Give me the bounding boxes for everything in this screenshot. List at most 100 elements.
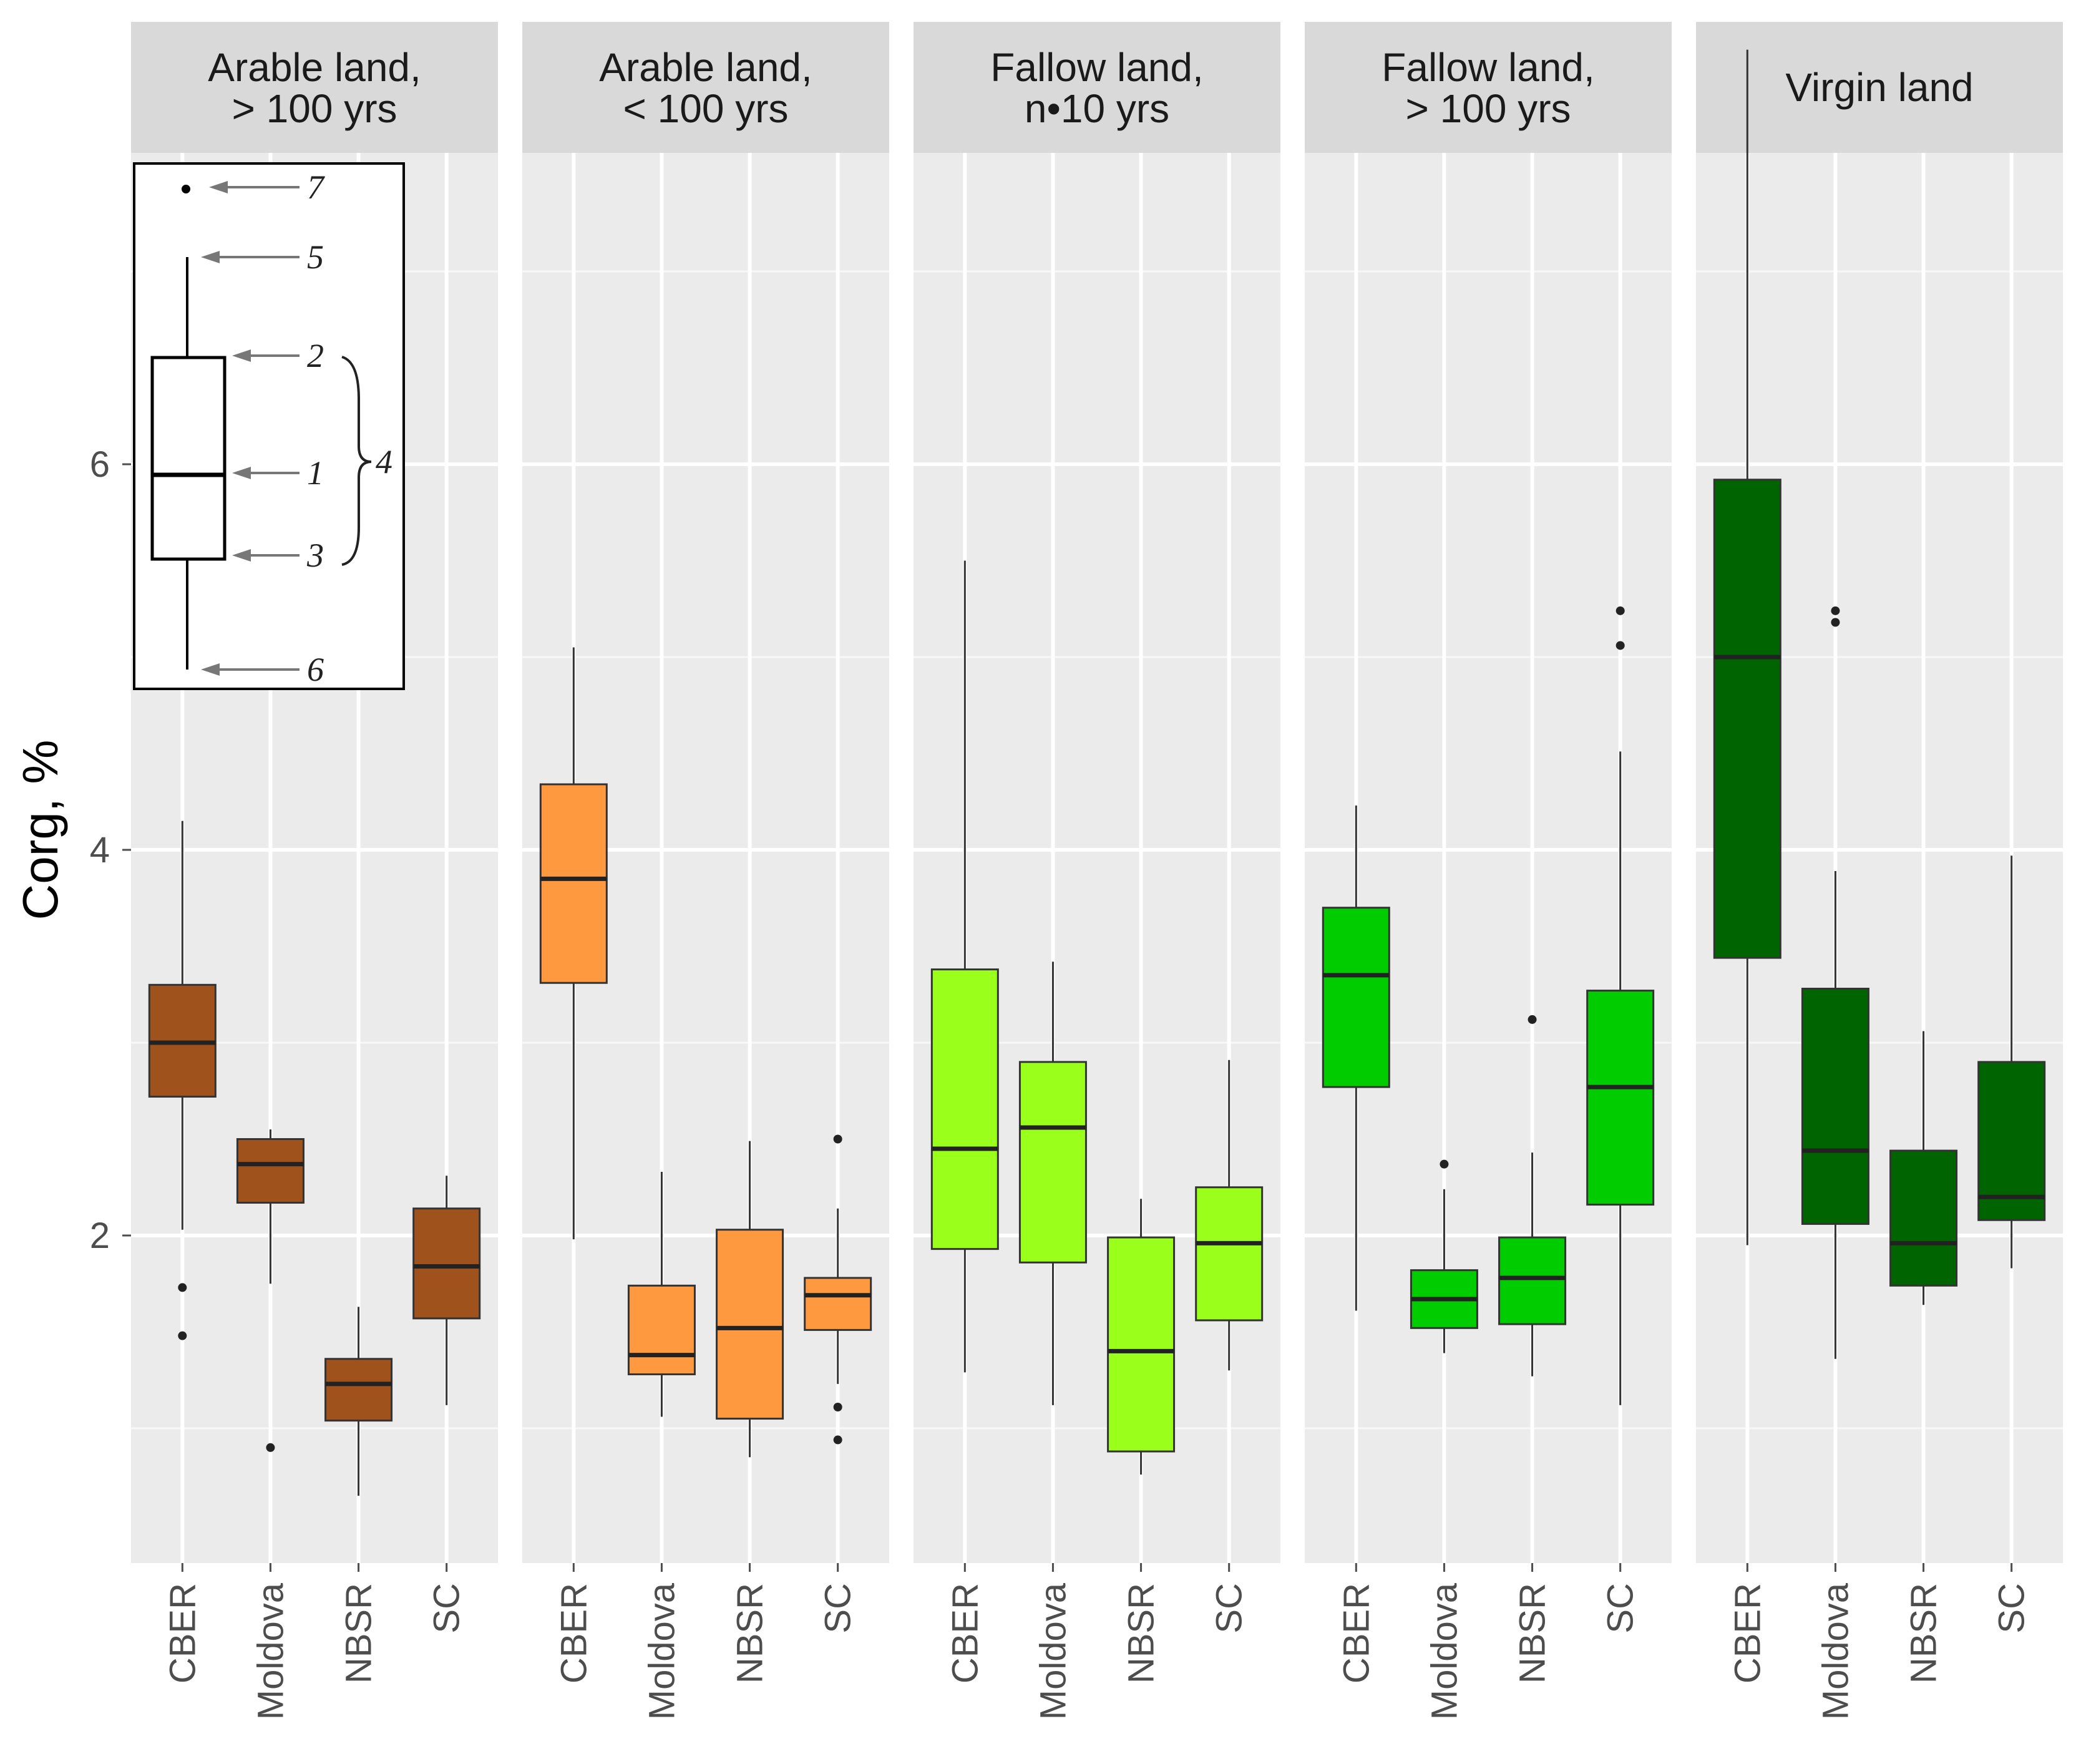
box	[1801, 987, 1869, 1225]
facet-panel: Virgin land CBER Moldova NBSR SC	[1696, 22, 2063, 1720]
strip-label-line: Virgin land	[1785, 65, 1973, 110]
outlier-point	[1615, 641, 1625, 650]
box	[1195, 1186, 1264, 1322]
x-tick-label: Moldova	[1424, 1582, 1464, 1720]
outlier-point	[1615, 606, 1625, 615]
legend-box	[150, 356, 227, 561]
legend-label: 6	[307, 651, 324, 688]
x-tick-label: NBSR	[339, 1583, 379, 1684]
panel-background	[914, 153, 1280, 1563]
box	[1498, 1236, 1567, 1325]
y-tick-label: 2	[90, 1216, 110, 1256]
strip-label-line: Fallow land,	[990, 45, 1204, 90]
boxplot-nbsr	[1889, 1031, 1958, 1305]
x-tick-label: SC	[1992, 1583, 2032, 1634]
boxplot-nbsr	[716, 1141, 784, 1458]
outlier-point	[1528, 1015, 1537, 1024]
panel-background	[1305, 153, 1672, 1563]
x-tick-label: SC	[427, 1583, 467, 1634]
box	[1713, 479, 1781, 959]
box	[1586, 990, 1655, 1206]
x-tick-label: CBER	[1727, 1583, 1768, 1684]
boxplot-sc	[804, 1134, 872, 1445]
strip-background	[914, 22, 1280, 153]
outlier-point	[833, 1435, 842, 1445]
boxplot-cber	[1322, 805, 1390, 1311]
boxplot-cber	[930, 560, 999, 1373]
legend-label: 7	[307, 168, 325, 206]
x-tick-label: NBSR	[1513, 1583, 1553, 1684]
outlier-point	[1831, 618, 1840, 627]
legend-arrowhead	[201, 251, 220, 263]
x-tick-label: SC	[1601, 1583, 1641, 1634]
box	[1018, 1061, 1087, 1264]
legend-label: 4	[376, 443, 392, 480]
outlier-point	[1831, 606, 1840, 615]
legend-arrowhead	[232, 467, 251, 479]
x-tick-label: NBSR	[730, 1583, 771, 1684]
boxplot-sc	[412, 1176, 481, 1405]
legend-label: 3	[306, 537, 324, 574]
strip-label-line: Arable land,	[208, 45, 421, 90]
boxplot-moldova	[1018, 962, 1087, 1405]
x-tick-label: CBER	[1336, 1583, 1377, 1684]
legend-arrowhead	[232, 349, 251, 362]
boxplot-sc	[1977, 855, 2046, 1269]
legend-arrowhead	[209, 181, 228, 193]
strip-background	[522, 22, 889, 153]
legend-brace	[341, 356, 372, 566]
box	[1322, 907, 1390, 1088]
box	[716, 1229, 784, 1420]
strip-label-line: > 100 yrs	[231, 86, 397, 131]
strip-label-line: Fallow land,	[1382, 45, 1595, 90]
strip-label: Fallow land, n•10 yrs	[990, 45, 1204, 131]
boxplot-nbsr	[324, 1307, 393, 1496]
boxplot-nbsr	[1498, 1015, 1567, 1377]
facet-panel: Fallow land, > 100 yrs CBER Moldova NBSR SC	[1305, 22, 1672, 1720]
strip-label-line: n•10 yrs	[1025, 86, 1169, 131]
x-tick-label: Moldova	[1815, 1582, 1856, 1720]
x-tick-label: SC	[818, 1583, 859, 1634]
strip-background	[1305, 22, 1672, 153]
x-tick-label: NBSR	[1121, 1583, 1162, 1684]
strip-label: Fallow land, > 100 yrs	[1382, 45, 1595, 131]
legend-arrowhead	[232, 549, 251, 562]
strip-label: Arable land, > 100 yrs	[208, 45, 421, 131]
legend-label: 2	[307, 337, 324, 374]
facet-panel: Fallow land, n•10 yrs CBER Moldova NBSR SC	[914, 22, 1280, 1720]
outlier-point	[178, 1331, 187, 1340]
boxplot-sc	[1195, 1060, 1264, 1371]
strip-label-line: Arable land,	[599, 45, 812, 90]
outlier-point	[266, 1443, 275, 1452]
box	[1889, 1149, 1958, 1287]
strip-label: Arable land, < 100 yrs	[599, 45, 812, 131]
outlier-point	[833, 1134, 842, 1144]
box	[236, 1138, 305, 1204]
y-axis-title: Corg, %	[12, 740, 68, 920]
outlier-point	[178, 1283, 187, 1292]
facet-panel: Arable land, < 100 yrs CBER Moldova NBSR SC	[522, 22, 889, 1720]
box	[804, 1277, 872, 1331]
x-tick-label: Moldova	[250, 1582, 291, 1720]
strip-label: Virgin land	[1785, 65, 1973, 110]
x-tick-label: CBER	[945, 1583, 985, 1684]
strip-label-line: > 100 yrs	[1405, 86, 1571, 131]
outlier-point	[1440, 1159, 1449, 1169]
box	[412, 1207, 481, 1320]
x-tick-label: NBSR	[1904, 1583, 1944, 1684]
box	[539, 783, 608, 984]
y-tick-label: 6	[90, 444, 110, 485]
box	[1977, 1061, 2046, 1221]
x-tick-label: CBER	[162, 1583, 203, 1684]
box	[1107, 1236, 1176, 1453]
boxplot-cber	[148, 821, 217, 1340]
box	[627, 1284, 696, 1375]
strip-label-line: < 100 yrs	[623, 86, 788, 131]
box	[324, 1358, 393, 1422]
legend-key: 7 5 2 1 3 6 4	[133, 162, 405, 690]
legend-label: 1	[307, 454, 324, 492]
boxplot-cber	[1713, 49, 1781, 1245]
strip-background	[131, 22, 498, 153]
